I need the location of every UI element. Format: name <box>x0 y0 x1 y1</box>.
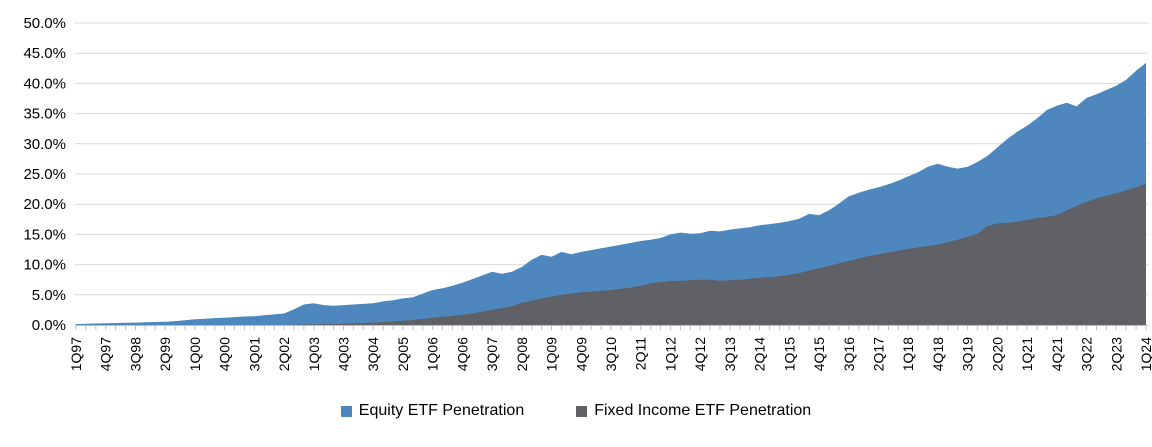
x-axis-label: 4Q21 <box>1049 337 1065 371</box>
x-axis-label: 1Q06 <box>425 337 441 371</box>
y-axis-label: 40.0% <box>23 75 66 92</box>
x-axis-label: 1Q18 <box>900 337 916 371</box>
area-chart-canvas: 0.0% 5.0% 10.0% 15.0% 20.0% 25.0% 30.0% 35.0% 40… <box>23 15 1152 371</box>
x-axis-label: 3Q16 <box>841 337 857 371</box>
y-axis-label: 50.0% <box>23 15 66 32</box>
y-axis-label: 5.0% <box>32 287 66 304</box>
x-axis-label: 4Q97 <box>98 337 114 371</box>
legend-item-fixed-income: Fixed Income ETF Penetration <box>576 402 811 420</box>
chart-legend: Equity ETF Penetration Fixed Income ETF … <box>0 402 1152 420</box>
legend-label-fixed-income: Fixed Income ETF Penetration <box>594 402 812 419</box>
x-axis-label: 4Q06 <box>454 337 470 371</box>
x-axis-label: 3Q19 <box>960 337 976 371</box>
x-axis-label: 2Q20 <box>989 337 1005 371</box>
x-axis-label: 1Q24 <box>1138 337 1152 371</box>
x-axis-label: 3Q07 <box>484 337 500 371</box>
x-axis-label: 3Q10 <box>603 337 619 371</box>
x-axis-label: 1Q09 <box>544 337 560 371</box>
x-axis-label: 1Q15 <box>781 337 797 371</box>
x-axis-label: 2Q99 <box>157 337 173 371</box>
x-axis-label: 1Q97 <box>68 337 84 371</box>
x-axis-label: 1Q03 <box>306 337 322 371</box>
y-axis-label: 45.0% <box>23 45 66 62</box>
x-axis-label: 2Q11 <box>633 337 649 370</box>
x-axis-label: 4Q00 <box>217 337 233 371</box>
x-axis-label: 3Q01 <box>246 337 262 371</box>
y-axis-label: 20.0% <box>23 196 66 213</box>
legend-label-equity: Equity ETF Penetration <box>358 402 525 419</box>
x-axis-label: 4Q18 <box>930 337 946 371</box>
x-axis-label: 3Q22 <box>1079 337 1095 371</box>
x-axis-label: 1Q00 <box>187 337 203 371</box>
x-axis-label: 1Q21 <box>1019 337 1035 371</box>
x-axis-label: 3Q04 <box>365 337 381 371</box>
y-axis-label: 30.0% <box>23 136 66 153</box>
fixed-income-swatch <box>576 405 588 417</box>
y-axis-label: 0.0% <box>32 317 66 334</box>
x-axis-label: 4Q03 <box>336 337 352 371</box>
fixed-income-area-series <box>76 183 1146 325</box>
y-axis-label: 35.0% <box>23 106 66 123</box>
x-axis-label: 1Q12 <box>662 337 678 371</box>
x-axis-label: 3Q13 <box>722 337 738 371</box>
x-axis-label: 2Q05 <box>395 337 411 371</box>
x-axis-label: 2Q23 <box>1108 337 1124 371</box>
x-axis-label: 4Q15 <box>811 337 827 371</box>
x-axis-label: 2Q14 <box>752 337 768 371</box>
x-axis-label: 2Q17 <box>871 337 887 371</box>
x-axis-label: 3Q98 <box>127 337 143 371</box>
x-axis-label: 4Q12 <box>692 337 708 371</box>
y-axis-label: 15.0% <box>23 226 66 243</box>
legend-item-equity: Equity ETF Penetration <box>340 402 525 420</box>
equity-swatch <box>340 405 352 417</box>
x-axis-label: 4Q09 <box>573 337 589 371</box>
y-axis-label: 25.0% <box>23 166 66 183</box>
x-axis-label: 2Q08 <box>514 337 530 371</box>
y-axis-label: 10.0% <box>23 257 66 274</box>
x-axis-label: 2Q02 <box>276 337 292 371</box>
